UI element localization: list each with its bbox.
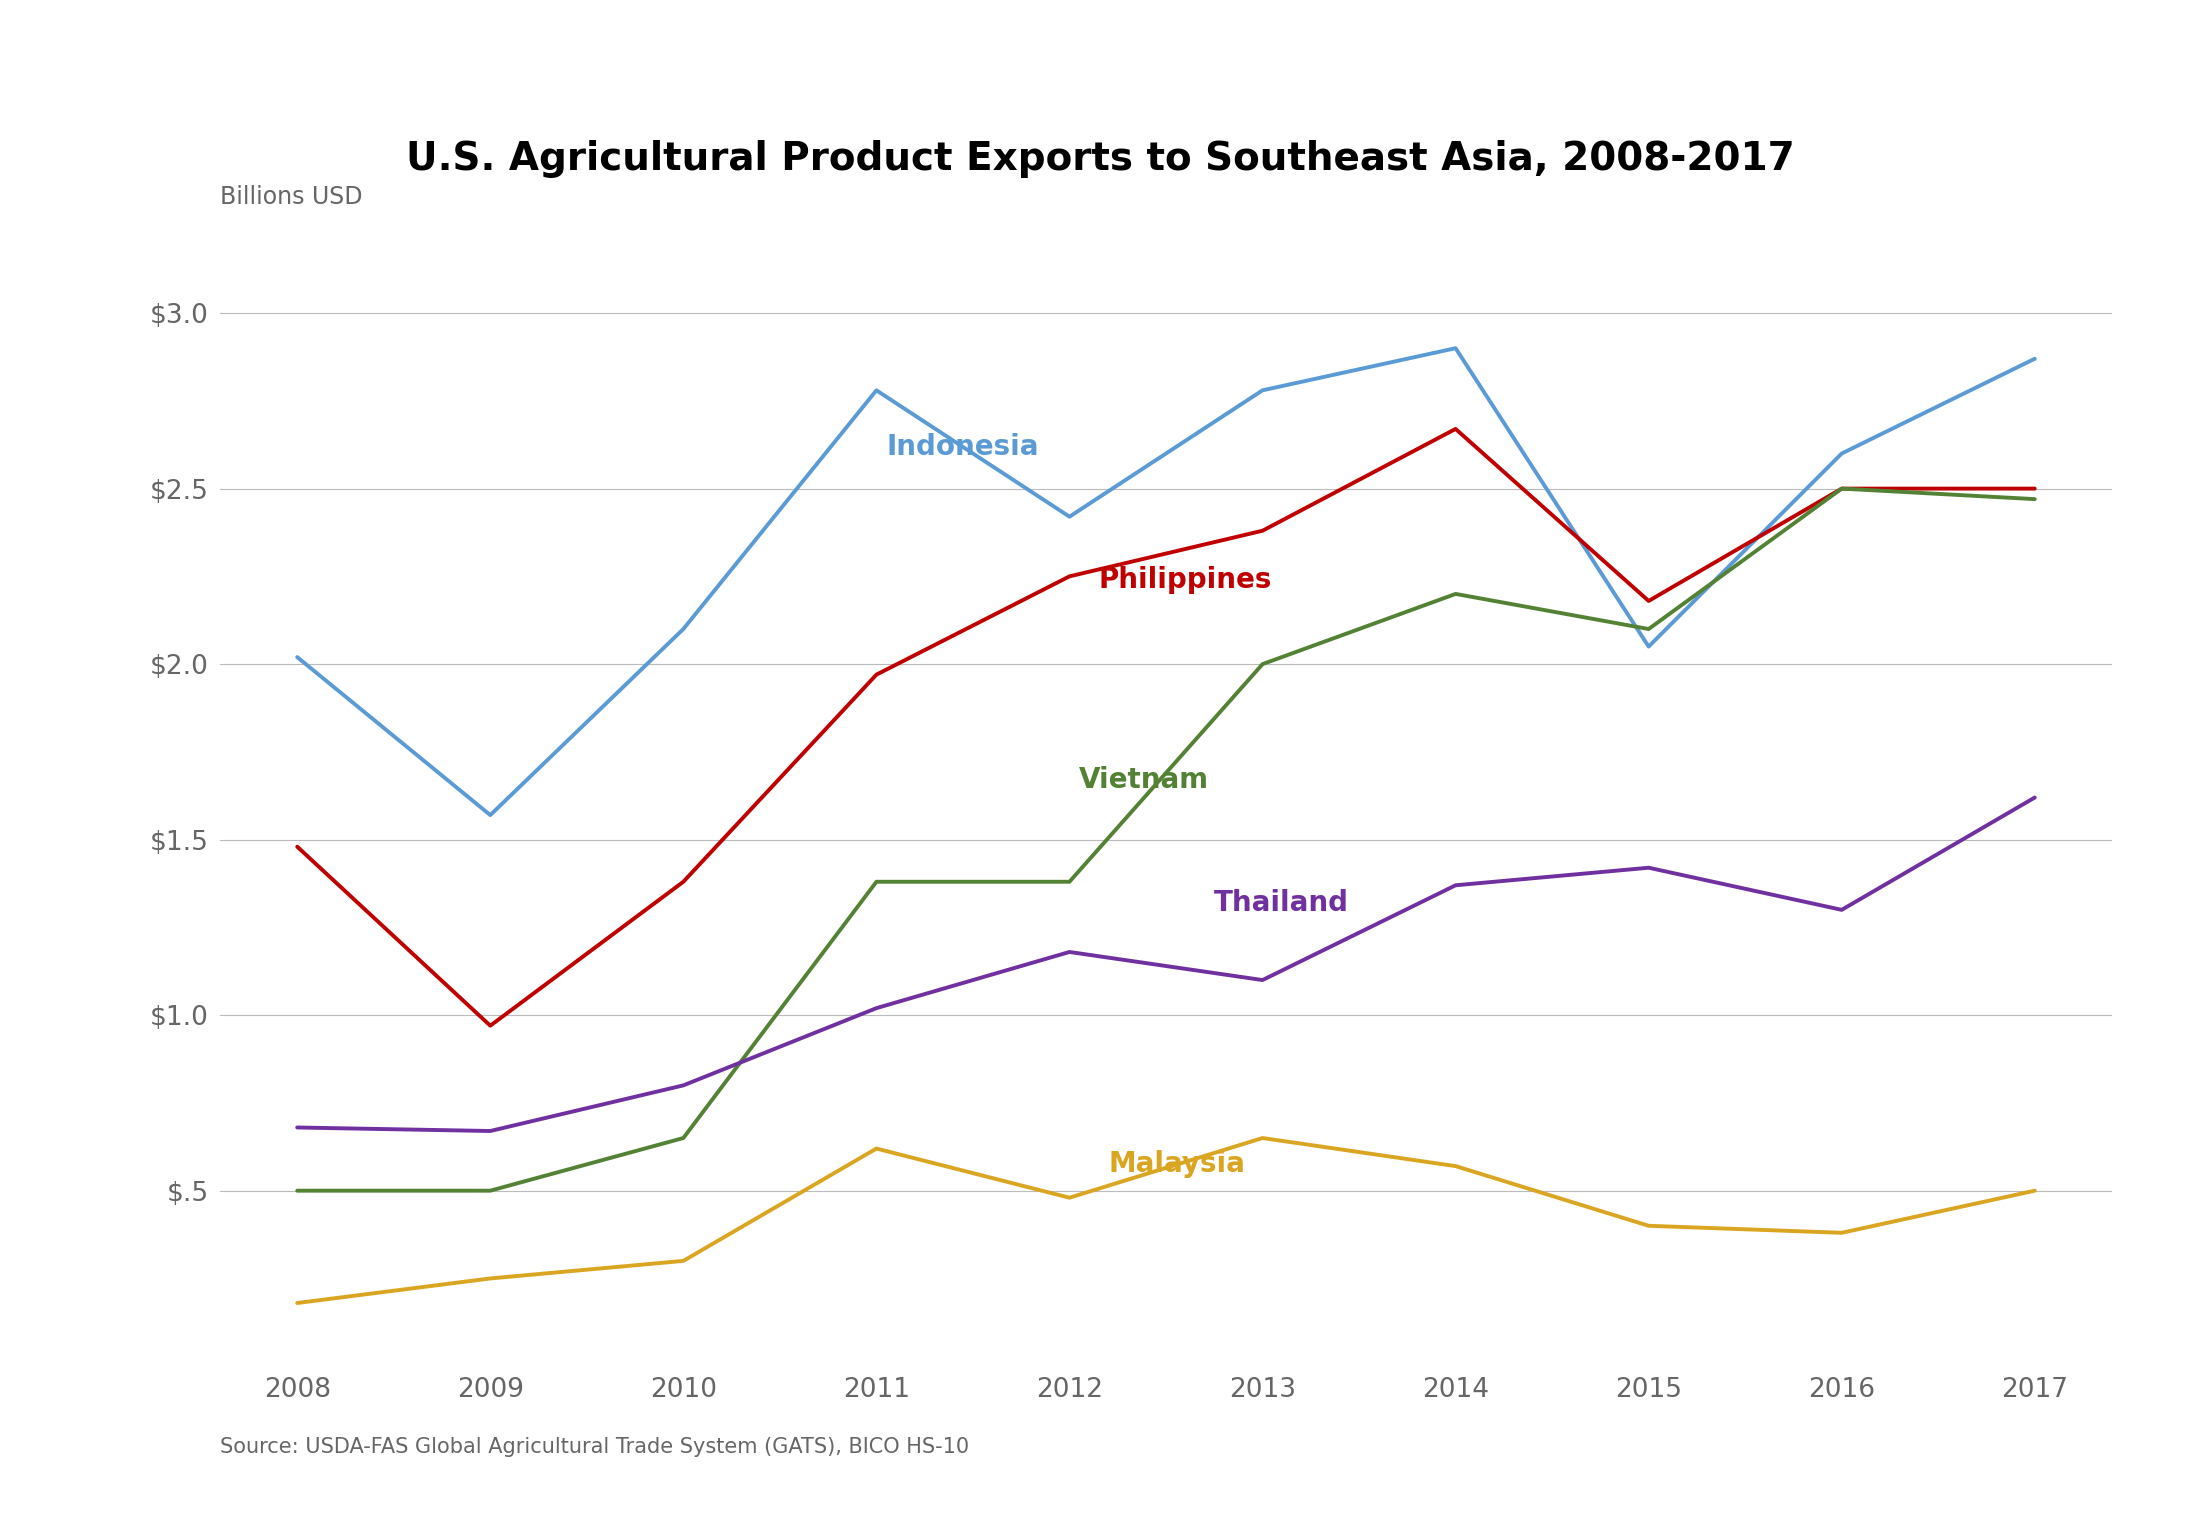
Text: Indonesia: Indonesia (887, 433, 1038, 460)
Text: Billions USD: Billions USD (220, 185, 363, 209)
Text: Thailand: Thailand (1214, 890, 1349, 917)
Text: Malaysia: Malaysia (1109, 1151, 1245, 1178)
Text: Philippines: Philippines (1098, 566, 1272, 594)
Text: Vietnam: Vietnam (1080, 767, 1210, 794)
Text: U.S. Agricultural Product Exports to Southeast Asia, 2008-2017: U.S. Agricultural Product Exports to Sou… (405, 140, 1795, 179)
Text: Source: USDA-FAS Global Agricultural Trade System (GATS), BICO HS-10: Source: USDA-FAS Global Agricultural Tra… (220, 1438, 970, 1457)
